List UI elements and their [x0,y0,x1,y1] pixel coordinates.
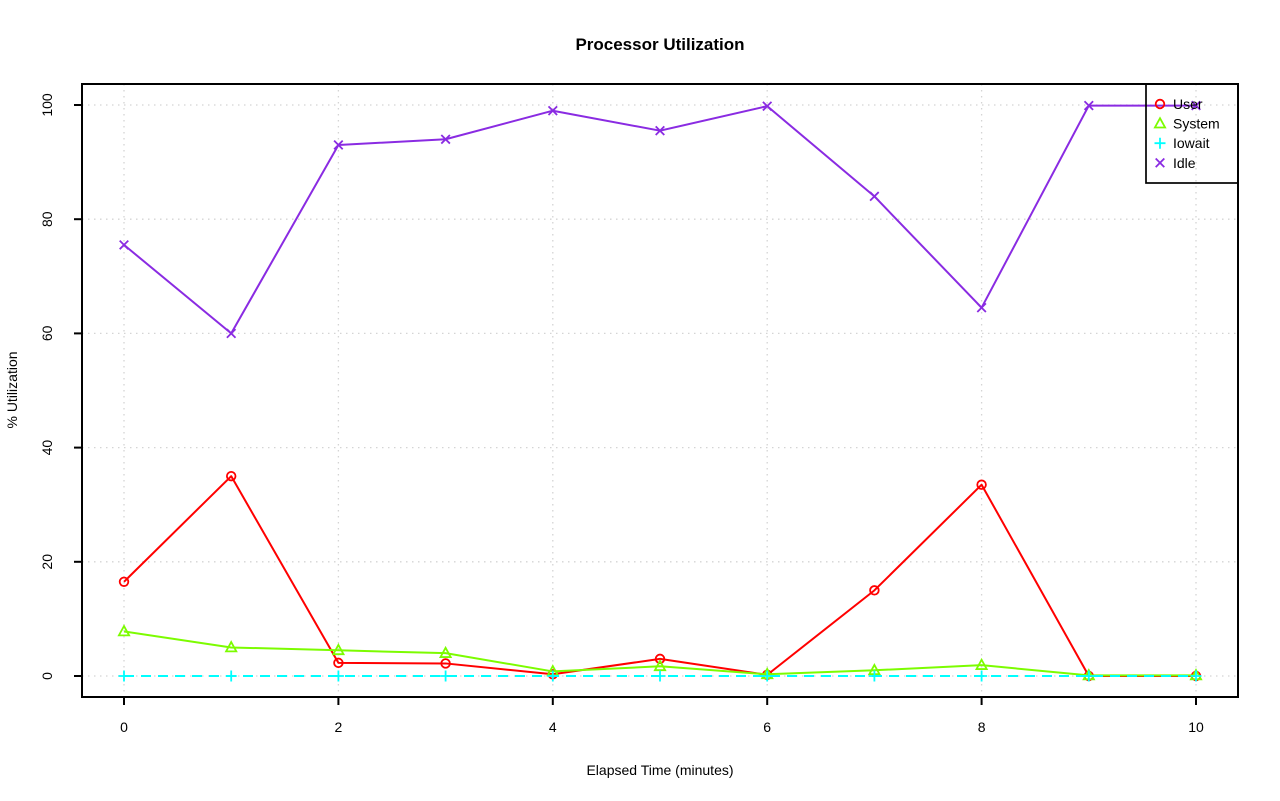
data-point-x [1155,157,1165,168]
data-point-circle [976,479,987,490]
data-point-circle [440,658,451,669]
data-point-x [333,140,344,150]
data-point-x [762,101,773,112]
data-point-x [869,191,880,202]
series-idle [119,100,1201,339]
data-point-plus [1190,670,1202,682]
series-layer [117,100,1203,682]
legend-label-system: System [1173,116,1220,132]
x-tick-label: 4 [549,719,557,735]
data-point-circle [333,657,344,669]
y-tick-label: 40 [39,440,55,456]
series-system [117,624,1203,681]
legend-box [1145,83,1239,184]
series-system-line [123,630,1196,677]
data-point-circle [118,576,130,587]
y-tick-label: 60 [39,325,55,341]
data-point-plus [547,670,559,682]
legend-label-iowait: Iowait [1173,135,1210,151]
grid-layer [82,84,1238,697]
legend-item-system: System [1153,116,1220,132]
data-point-triangle [438,645,453,658]
data-point-circle [225,470,237,482]
data-point-plus [868,670,880,682]
y-axis-label: % Utilization [4,351,20,428]
series-iowait [118,670,1202,682]
data-point-plus [761,670,773,682]
data-point-triangle [117,624,131,637]
data-point-plus [1154,137,1166,149]
data-point-x [655,125,665,136]
data-point-x [976,302,987,313]
x-tick-label: 10 [1188,719,1204,735]
data-point-x [1191,100,1201,111]
x-tick-label: 0 [120,719,128,735]
data-point-x [440,134,451,145]
plot-border [81,83,1239,698]
data-point-circle [654,653,666,665]
x-axis-label: Elapsed Time (minutes) [586,762,733,778]
data-point-circle [869,585,880,596]
legend-label-user: User [1173,96,1203,112]
legend-item-iowait: Iowait [1154,135,1210,151]
data-point-plus [332,670,344,682]
data-point-circle [1154,98,1166,110]
legend-label-idle: Idle [1173,155,1196,171]
data-point-plus [654,670,666,682]
series-user-line [123,475,1196,677]
data-point-x [1083,100,1094,111]
y-tick-label: 20 [39,554,55,570]
x-tick-label: 6 [763,719,771,735]
data-point-triangle [653,659,667,672]
data-point-plus [1083,670,1095,682]
x-tick-label: 8 [978,719,986,735]
data-point-x [119,239,129,250]
data-point-triangle [331,643,346,656]
x-tick-label: 2 [335,719,343,735]
legend: User System Iowait Idle [1145,83,1239,184]
data-point-triangle [224,640,238,653]
data-point-triangle [1153,116,1167,129]
y-tick-label: 80 [39,211,55,227]
data-point-plus [440,670,452,682]
data-point-plus [118,670,130,682]
data-point-triangle [974,657,989,670]
data-point-plus [225,670,237,682]
y-tick-label: 100 [39,93,55,117]
data-point-x [226,328,237,339]
series-idle-line [123,104,1196,335]
y-tick-label: 0 [39,672,55,680]
data-point-x [547,105,558,116]
data-point-plus [976,670,988,682]
legend-item-user: User [1154,96,1203,112]
legend-item-idle: Idle [1155,155,1196,171]
chart-title: Processor Utilization [575,35,744,54]
